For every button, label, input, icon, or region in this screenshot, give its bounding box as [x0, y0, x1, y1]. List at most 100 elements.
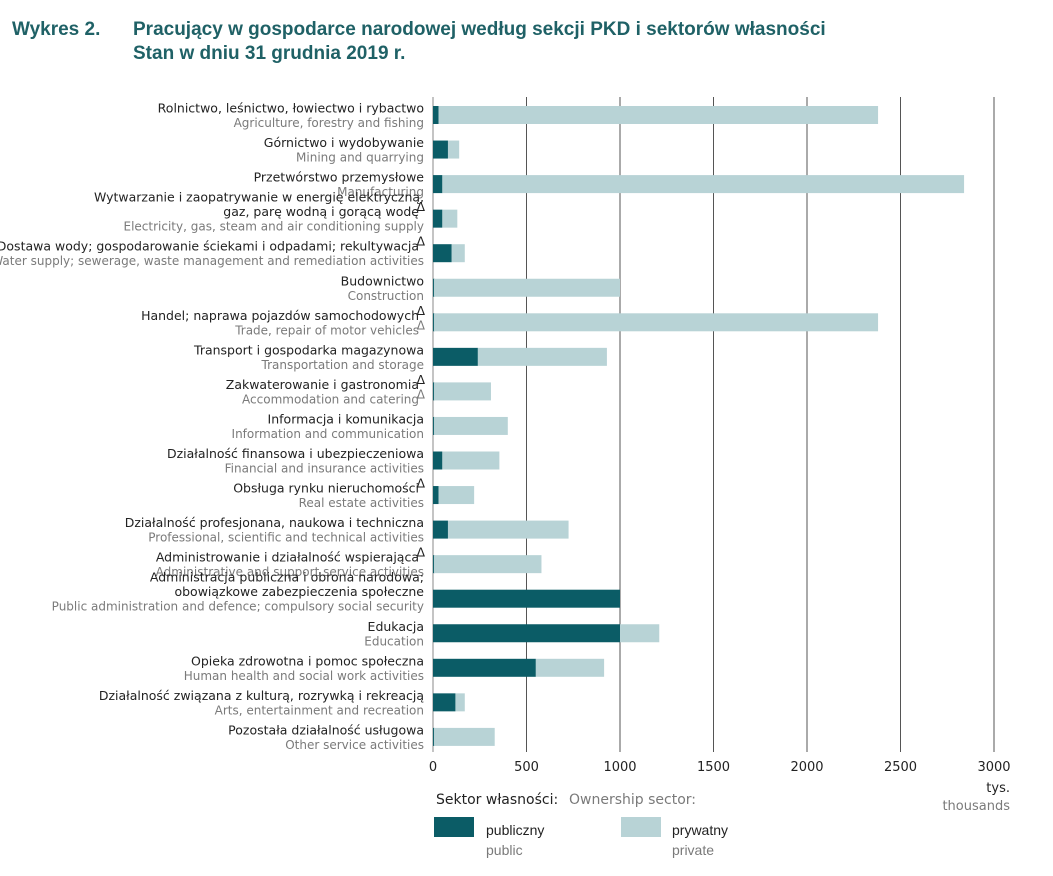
bar-public-1: [433, 140, 448, 159]
category-label-en-4: Water supply; sewerage, waste management…: [0, 254, 424, 268]
bar-private-10: [442, 451, 500, 470]
category-label-pl-11-note: Δ: [416, 476, 425, 491]
category-label-pl-6-note: Δ: [416, 303, 425, 318]
legend-title-pl: Sektor własności:: [436, 792, 559, 808]
category-label-en-11: Real estate activities: [299, 496, 424, 510]
category-label-en-5: Construction: [348, 289, 424, 303]
bar-public-9: [433, 416, 435, 435]
x-tick-label: 0: [429, 760, 437, 775]
category-label-en-2: Manufacturing: [337, 185, 424, 199]
category-labels: Rolnictwo, leśnictwo, łowiectwo i rybact…: [0, 101, 426, 752]
title-line-2: Stan w dniu 31 grudnia 2019 r.: [133, 43, 406, 64]
bar-public-18: [433, 727, 435, 746]
bar-private-8: [433, 382, 491, 401]
category-label-pl-3-note: Δ: [416, 199, 425, 214]
bar-public-8: [433, 382, 435, 401]
figure-label: Wykres 2.: [12, 19, 101, 40]
bar-public-0: [433, 106, 439, 124]
category-label-en-6: Trade, repair of motor vehicles: [234, 323, 419, 337]
category-label-pl-10: Działalność finansowa i ubezpieczeniowa: [167, 446, 424, 461]
bar-private-17: [455, 693, 465, 712]
bar-private-5: [433, 278, 620, 297]
category-label-en-7: Transportation and storage: [261, 358, 424, 372]
category-label-pl-3: Wytwarzanie i zaopatrywanie w energię el…: [94, 190, 424, 205]
legend-item-public: publiczny public: [486, 820, 544, 860]
bar-private-7: [477, 347, 607, 366]
category-label-pl-14: obowiązkowe zabezpieczenia społeczne: [174, 584, 424, 599]
bar-private-6: [433, 313, 879, 332]
legend-swatch-public: [434, 817, 474, 837]
bar-private-12: [447, 520, 569, 539]
category-label-en-1: Mining and quarrying: [296, 151, 424, 165]
x-tick-label: 500: [514, 760, 539, 775]
category-label-pl-8: Zakwaterowanie i gastronomia: [226, 377, 419, 392]
category-label-en-12: Professional, scientific and technical a…: [148, 531, 424, 545]
category-label-pl-8-note: Δ: [416, 372, 425, 387]
category-label-en-3: Electricity, gas, steam and air conditio…: [124, 220, 425, 234]
category-label-pl-2: Przetwórstwo przemysłowe: [254, 170, 425, 185]
bar-private-9: [433, 416, 508, 435]
legend-item-private: prywatny private: [672, 820, 728, 860]
legend-label-private-pl: prywatny: [672, 822, 729, 838]
legend-title-en: Ownership sector:: [569, 792, 696, 808]
category-label-pl-5: Budownictwo: [341, 273, 424, 288]
bar-private-0: [438, 106, 879, 124]
legend-label-public-pl: publiczny: [486, 822, 545, 838]
category-label-en-8: Accommodation and catering: [242, 392, 419, 406]
bar-public-2: [433, 175, 443, 194]
bar-public-12: [433, 520, 448, 539]
category-label-en-0: Agriculture, forestry and fishing: [234, 116, 424, 130]
bar-private-11: [438, 486, 475, 505]
bar-private-1: [447, 140, 460, 159]
category-label-pl-14: Administracja publiczna i obrona narodow…: [150, 570, 424, 585]
category-label-en-9: Information and communication: [232, 427, 424, 441]
bars: [433, 106, 965, 746]
bar-public-4: [433, 244, 452, 263]
x-tick-label: 3000: [977, 760, 1010, 775]
bar-private-16: [535, 658, 605, 677]
category-label-pl-13: Administrowanie i działalność wspierając…: [156, 550, 419, 565]
legend-label-private-en: private: [672, 842, 715, 858]
bar-public-7: [433, 347, 478, 366]
x-tick-label: 2000: [790, 760, 823, 775]
x-axis-ticks: 0 500 1000 1500 2000 2500 3000: [429, 760, 1011, 775]
x-tick-label: 1000: [603, 760, 636, 775]
legend-label-public-en: public: [486, 842, 523, 858]
gridlines: [432, 97, 995, 752]
bar-private-3: [442, 209, 458, 228]
bar-private-18: [433, 727, 495, 746]
x-tick-label: 1500: [697, 760, 730, 775]
bar-public-5: [433, 278, 435, 297]
bar-public-3: [433, 209, 443, 228]
bar-private-15: [620, 624, 660, 643]
category-label-pl-9: Informacja i komunikacja: [268, 411, 424, 426]
bar-private-2: [442, 175, 965, 194]
bar-private-4: [451, 244, 465, 263]
figure-title: Pracujący w gospodarce narodowej według …: [133, 18, 826, 66]
category-label-pl-4-note: Δ: [416, 234, 425, 249]
category-label-pl-12: Działalność profesjonana, naukowa i tech…: [125, 515, 424, 530]
bar-public-6: [433, 313, 435, 332]
category-label-en-6-note: Δ: [417, 318, 426, 332]
category-label-pl-11: Obsługa rynku nieruchomości: [233, 481, 419, 496]
bar-public-17: [433, 693, 456, 712]
bar-public-10: [433, 451, 443, 470]
axis-unit-pl: tys.: [986, 781, 1010, 796]
category-label-pl-18: Pozostała działalność usługowa: [228, 722, 424, 737]
bar-public-16: [433, 658, 536, 677]
legend-swatch-private: [621, 817, 661, 837]
bar-public-13: [433, 555, 435, 574]
category-label-en-14: Public administration and defence; compu…: [52, 600, 424, 614]
category-label-pl-3: gaz, parę wodną i gorącą wodę: [223, 204, 419, 219]
bar-public-11: [433, 486, 439, 505]
title-line-1: Pracujący w gospodarce narodowej według …: [133, 19, 826, 40]
category-label-en-15: Education: [364, 634, 424, 648]
bar-private-13: [433, 555, 542, 574]
category-label-en-8-note: Δ: [417, 387, 426, 401]
category-label-pl-0: Rolnictwo, leśnictwo, łowiectwo i rybact…: [158, 101, 424, 116]
category-label-pl-4: Dostawa wody; gospodarowanie ściekami i …: [0, 239, 419, 254]
category-label-pl-6: Handel; naprawa pojazdów samochodowych: [141, 308, 419, 323]
category-label-en-10: Financial and insurance activities: [225, 462, 424, 476]
category-label-pl-17: Działalność związana z kulturą, rozrywką…: [99, 688, 424, 703]
